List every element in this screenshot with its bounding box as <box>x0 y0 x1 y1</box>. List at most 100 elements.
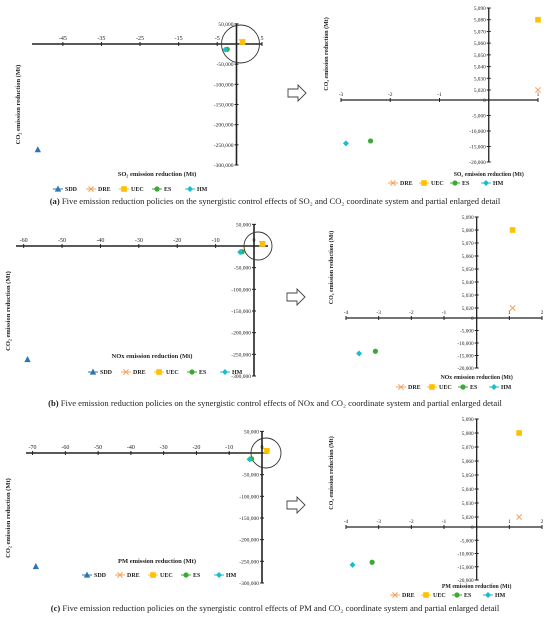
y-tick-label: -250,000 <box>231 352 251 358</box>
x-tick-label: -1 <box>442 519 447 525</box>
y-tick-label: -150,000 <box>214 103 234 109</box>
y-tick-label: 5,090 <box>462 417 474 423</box>
y-axis-label: CO₂ emission reduction (Mt) <box>328 436 335 510</box>
point-ES <box>369 559 375 565</box>
legend: DRE UEC ES HM <box>388 180 504 187</box>
detail-a-legend-label-UEC: UEC <box>431 181 444 187</box>
point-ES <box>372 348 378 354</box>
x-tick-label: 5 <box>261 36 264 42</box>
y-tick-label: 5,050 <box>462 267 474 273</box>
x-tick-label: -2 <box>388 92 393 98</box>
point-HM <box>342 140 349 147</box>
chart-full-c: -70 -60 -50 -40 -30 -20 -10 0 50,000 -50,000 -100,… <box>5 429 282 587</box>
x-tick-label: -2 <box>409 310 414 316</box>
y-tick-label: -100,000 <box>239 494 259 500</box>
point-UEC <box>259 240 266 247</box>
y-tick-label: -50,000 <box>217 62 234 68</box>
detail-b-legend-marker-DRE <box>398 384 404 390</box>
full-a-legend-marker-DRE <box>88 186 94 192</box>
point-HM <box>237 249 244 256</box>
x-tick-label: -30 <box>135 238 143 244</box>
x-tick-label: -10 <box>225 445 233 451</box>
full-c-legend-label-SDD: SDD <box>94 573 107 579</box>
y-tick-label: 5,020 <box>462 306 474 312</box>
y-tick-label: 50,000 <box>236 222 251 228</box>
detail-b-legend-marker-ES <box>460 384 466 390</box>
x-axis-label: PM emission reduction (Mt) <box>442 583 512 590</box>
y-tick-label: -300,000 <box>239 581 259 587</box>
point-DRE <box>535 87 541 93</box>
caption-a-text: Five emission reduction policies on the … <box>59 196 501 206</box>
full-b-legend-marker-SDD <box>89 368 97 375</box>
x-tick-label: -60 <box>61 445 69 451</box>
x-tick-label: -70 <box>29 445 37 451</box>
y-axis-label: CO₂ emission reduction (Mt) <box>328 231 335 305</box>
y-tick-label: -15,000 <box>457 354 474 360</box>
x-axis-label: PM emission reduction (Mt) <box>118 558 196 565</box>
x-tick-label: -1 <box>442 310 447 316</box>
y-tick-label: -50,000 <box>242 473 259 479</box>
y-tick-label: 5,090 <box>474 6 486 12</box>
point-UEC <box>239 39 246 45</box>
chart-full-a: -45 -35 -25 -15 -5 5 50,000 -50,000 -100,000 -150… <box>15 22 264 193</box>
x-tick-label: -2 <box>409 519 414 525</box>
x-tick-label: 1 <box>537 92 540 98</box>
x-tick-label: -50 <box>94 445 102 451</box>
y-tick-label: -300,000 <box>214 163 234 169</box>
y-tick-label: 5,020 <box>462 515 474 521</box>
x-tick-label: -1 <box>437 92 442 98</box>
detail-b-legend-marker-UEC <box>429 384 435 390</box>
full-c-legend-marker-DRE-stroke-b <box>117 572 123 578</box>
detail-c-legend-marker-DRE-stroke-b <box>392 592 398 598</box>
point-DRE-stroke-b <box>516 514 523 520</box>
y-tick-label: 5,070 <box>462 241 474 247</box>
point-DRE <box>516 514 523 520</box>
x-tick-label: -20 <box>192 445 200 451</box>
detail-a-legend-label-DRE: DRE <box>400 181 413 187</box>
full-b-legend-label-HM: HM <box>232 370 243 376</box>
full-a-legend-label-DRE: DRE <box>98 187 111 193</box>
y-tick-label: -150,000 <box>239 516 259 522</box>
full-b-legend-marker-ES <box>189 369 195 375</box>
legend: SDD DRE UEC ES HM <box>53 185 208 193</box>
detail-c-legend-label-HM: HM <box>495 593 506 599</box>
y-tick-label: 5,060 <box>462 254 474 260</box>
point-HM <box>246 456 253 463</box>
chart-full-b: -60 -50 -40 -30 -20 -10 0 50,000 -50,000 -100,000… <box>5 222 273 380</box>
detail-c-legend-marker-HM <box>485 592 491 598</box>
y-axis-label: CO₂ emission reduction (Mt) <box>5 271 12 351</box>
y-tick-label: 5,040 <box>474 65 486 71</box>
y-tick-label: 5,050 <box>462 473 474 479</box>
y-axis-label: CO₂ emission reduction (Mt) <box>5 478 12 558</box>
y-tick-label: -5,000 <box>460 329 474 335</box>
point-DRE-stroke-b <box>535 87 541 93</box>
y-tick-label: 0 <box>483 98 486 104</box>
full-a-legend-marker-ES <box>154 186 160 192</box>
caption-c-text: Five emission reduction policies on the … <box>60 603 500 613</box>
full-b-legend-marker-UEC <box>156 369 162 375</box>
x-axis-label: SO₂ emission reduction (Mt) <box>454 171 524 178</box>
full-b-legend-marker-DRE <box>123 369 129 375</box>
full-b-legend-marker-DRE-stroke-b <box>123 369 129 375</box>
x-tick-label: -15 <box>175 36 183 42</box>
y-tick-label: -250,000 <box>214 143 234 149</box>
full-b-legend-label-SDD: SDD <box>100 370 113 376</box>
detail-a-legend-marker-HM <box>483 180 489 186</box>
x-tick-label: -35 <box>97 36 105 42</box>
y-tick-label: -5,000 <box>472 114 486 120</box>
full-a-legend-marker-DRE-stroke-b <box>88 186 94 192</box>
y-tick-label: -200,000 <box>239 538 259 544</box>
caption-c-label: (c) <box>50 603 61 613</box>
y-tick-label: 5,090 <box>462 215 474 221</box>
y-tick-label: -20,000 <box>457 366 474 372</box>
y-tick-label: 5,040 <box>462 280 474 286</box>
legend: SDD DRE UEC ES HM <box>88 368 243 376</box>
detail-b-legend-label-HM: HM <box>501 385 512 391</box>
x-axis-label: SO₂ emission reduction (Mt) <box>118 171 197 178</box>
full-c-legend-label-ES: ES <box>193 573 201 579</box>
y-tick-label: 0 <box>471 525 474 531</box>
y-tick-label: 5,030 <box>462 501 474 507</box>
full-b-legend-label-UEC: UEC <box>166 370 179 376</box>
caption-b-label: (b) <box>48 398 59 408</box>
